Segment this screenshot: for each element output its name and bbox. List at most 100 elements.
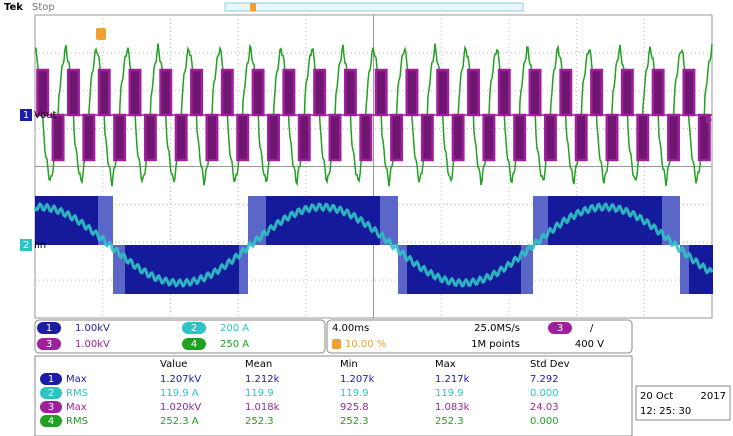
ch1-band bbox=[53, 196, 56, 245]
ch1-band bbox=[701, 245, 704, 294]
ch1-band bbox=[236, 245, 239, 294]
trigger-position-marker bbox=[96, 28, 106, 40]
overview-window bbox=[250, 3, 256, 11]
ch1-band bbox=[365, 196, 368, 245]
ch1-band bbox=[464, 245, 467, 294]
ch3-pulse bbox=[622, 70, 632, 115]
ch1-band bbox=[152, 245, 155, 294]
column-header: Value bbox=[160, 359, 187, 370]
ch3-pulse bbox=[284, 70, 294, 115]
ch3-pulse bbox=[207, 115, 217, 160]
ch1-band bbox=[89, 196, 92, 245]
ch1-band bbox=[161, 245, 164, 294]
ch1-band bbox=[494, 245, 497, 294]
ch1-band bbox=[473, 245, 476, 294]
channel-number: 2 bbox=[191, 323, 197, 334]
measurement-value: 119.9 bbox=[435, 388, 464, 399]
ch1-band bbox=[692, 245, 695, 294]
ch1-band bbox=[251, 196, 254, 245]
ch3-pulse bbox=[684, 70, 694, 115]
channel-scale: 1.00kV bbox=[75, 323, 110, 334]
ch1-band bbox=[293, 196, 296, 245]
ch1-band bbox=[482, 245, 485, 294]
time: 12: 25: 30 bbox=[640, 406, 691, 417]
ch3-pulse bbox=[514, 115, 524, 160]
ch1-band bbox=[695, 245, 698, 294]
sample-rate: 25.0MS/s bbox=[474, 323, 520, 334]
ch1-band bbox=[263, 196, 266, 245]
ch1-band bbox=[656, 196, 659, 245]
ch3-pulse bbox=[68, 70, 78, 115]
ch1-band bbox=[194, 245, 197, 294]
ch1-band bbox=[314, 196, 317, 245]
trigger-level: 400 V bbox=[575, 339, 604, 350]
ch1-band bbox=[311, 196, 314, 245]
ch1-band bbox=[164, 245, 167, 294]
ch1-band bbox=[533, 196, 536, 245]
status: Stop bbox=[32, 2, 55, 13]
ch3-pulse bbox=[145, 115, 155, 160]
ch1-band bbox=[338, 196, 341, 245]
date: 20 Oct bbox=[640, 391, 673, 402]
ch3-pulse bbox=[468, 70, 478, 115]
ch3-pulse bbox=[314, 70, 324, 115]
ch1-band bbox=[554, 196, 557, 245]
ch1-band bbox=[584, 196, 587, 245]
ch1-band bbox=[209, 245, 212, 294]
ch1-band bbox=[536, 196, 539, 245]
ch1-band bbox=[515, 245, 518, 294]
ch1-band bbox=[155, 245, 158, 294]
ch1-band bbox=[122, 245, 125, 294]
channel-name: Vout bbox=[34, 110, 57, 121]
ch1-band bbox=[35, 196, 38, 245]
ch1-band bbox=[302, 196, 305, 245]
measurement-value: 925.8 bbox=[340, 402, 369, 413]
ch3-pulse bbox=[114, 115, 124, 160]
ch1-band bbox=[185, 245, 188, 294]
column-header: Mean bbox=[245, 359, 272, 370]
ch1-band bbox=[128, 245, 131, 294]
measurement-value: 252.3 A bbox=[160, 416, 199, 427]
ch1-band bbox=[479, 245, 482, 294]
ch1-band bbox=[659, 196, 662, 245]
channel-scale: 200 A bbox=[220, 323, 249, 334]
ch1-band bbox=[407, 245, 410, 294]
ch1-band bbox=[623, 196, 626, 245]
ch1-band bbox=[170, 245, 173, 294]
ch3-pulse bbox=[438, 70, 448, 115]
trigger-position: 10.00 % bbox=[345, 339, 386, 350]
ch3-pulse bbox=[330, 115, 340, 160]
ch1-band bbox=[677, 196, 680, 245]
ch1-band bbox=[485, 245, 488, 294]
ch1-band bbox=[272, 196, 275, 245]
ch1-band bbox=[131, 245, 134, 294]
ch3-pulse bbox=[268, 115, 278, 160]
ch3-pulse bbox=[99, 70, 109, 115]
ch1-band bbox=[617, 196, 620, 245]
ch1-band bbox=[410, 245, 413, 294]
ch1-band bbox=[476, 245, 479, 294]
ch3-pulse bbox=[591, 70, 601, 115]
ch1-band bbox=[149, 245, 152, 294]
ch1-band bbox=[200, 245, 203, 294]
ch3-pulse bbox=[130, 70, 140, 115]
ch1-band bbox=[629, 196, 632, 245]
measurement-value: 1.207kV bbox=[160, 374, 201, 385]
record-length: 1M points bbox=[471, 339, 520, 350]
ch1-band bbox=[203, 245, 206, 294]
ch3-pulse bbox=[484, 115, 494, 160]
ch1-band bbox=[470, 245, 473, 294]
ch1-band bbox=[620, 196, 623, 245]
ch1-band bbox=[671, 196, 674, 245]
measurement-value: 7.292 bbox=[530, 374, 559, 385]
ch1-band bbox=[110, 196, 113, 245]
ch1-band bbox=[191, 245, 194, 294]
ch1-band bbox=[386, 196, 389, 245]
measurement-value: 1.018k bbox=[245, 402, 280, 413]
column-header: Max bbox=[435, 359, 456, 370]
ch1-band bbox=[179, 245, 182, 294]
ch3-pulse bbox=[222, 70, 232, 115]
measurement-value: 1.083k bbox=[435, 402, 470, 413]
ch1-band bbox=[614, 196, 617, 245]
ch1-band bbox=[440, 245, 443, 294]
